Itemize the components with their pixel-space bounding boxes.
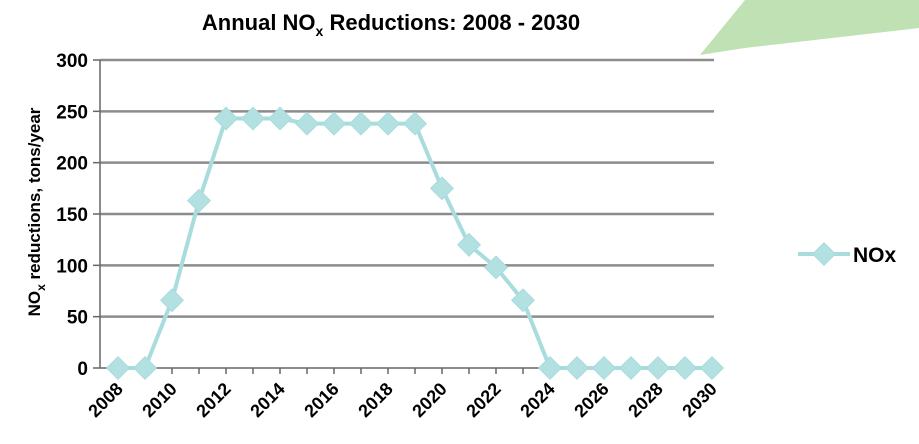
data-point: [132, 355, 158, 381]
legend: NOx: [798, 241, 897, 267]
data-point: [267, 106, 293, 131]
x-tick-label: 2024: [516, 379, 558, 421]
data-point: [294, 111, 320, 136]
data-point: [429, 176, 455, 201]
series-nox: [105, 106, 725, 381]
y-tick-label: 0: [77, 359, 88, 380]
x-tick-label: 2022: [462, 379, 504, 421]
series-line-nox: [118, 116, 712, 370]
data-point: [699, 355, 725, 381]
data-point: [402, 111, 428, 136]
data-point: [591, 355, 617, 381]
data-point: [672, 355, 698, 381]
x-tick-label: 2020: [408, 379, 450, 421]
chart-title: Annual NOx Reductions: 2008 - 2030: [202, 10, 580, 39]
decorative-green-banner: [700, 0, 919, 55]
data-point: [213, 106, 239, 131]
x-tick-label: 2008: [84, 379, 126, 421]
x-tick-label: 2028: [624, 379, 666, 421]
x-tick-label: 2012: [192, 379, 234, 421]
data-point: [564, 355, 590, 381]
y-axis-label: NOx reductions, tons/year: [25, 107, 48, 316]
x-tick-label: 2010: [138, 379, 180, 421]
x-tick-label: 2018: [354, 379, 396, 421]
x-tick-labels: 2008 2010 2012 2014 2016 2018 2020 2022 2024 2026…: [84, 379, 720, 421]
data-point: [321, 111, 347, 136]
y-tick-label: 200: [56, 154, 88, 175]
y-tick-label: 300: [56, 51, 88, 72]
data-point: [159, 288, 185, 313]
data-point: [456, 232, 482, 257]
x-tick-label: 2016: [300, 379, 342, 421]
data-point: [240, 106, 266, 131]
data-point: [186, 188, 212, 213]
legend-marker-nox: [811, 241, 837, 267]
y-tick-label: 150: [56, 205, 88, 226]
data-point: [645, 355, 671, 381]
data-point: [348, 111, 374, 136]
y-tick-labels: 0 50 100 150 200 250 300: [56, 51, 88, 380]
x-tick-label: 2030: [678, 379, 720, 421]
data-point: [483, 255, 509, 280]
data-point: [510, 288, 536, 313]
x-tick-label: 2026: [570, 379, 612, 421]
y-tick-label: 100: [56, 256, 88, 277]
x-tick-label: 2014: [246, 379, 288, 421]
y-tick-label: 50: [67, 308, 88, 329]
data-point: [105, 355, 131, 381]
data-point: [375, 111, 401, 136]
data-point: [537, 355, 563, 381]
legend-label-nox: NOx: [853, 244, 897, 267]
y-tick-label: 250: [56, 102, 88, 123]
data-point: [618, 355, 644, 381]
axes: [99, 60, 714, 374]
grid-lines: [93, 58, 714, 369]
